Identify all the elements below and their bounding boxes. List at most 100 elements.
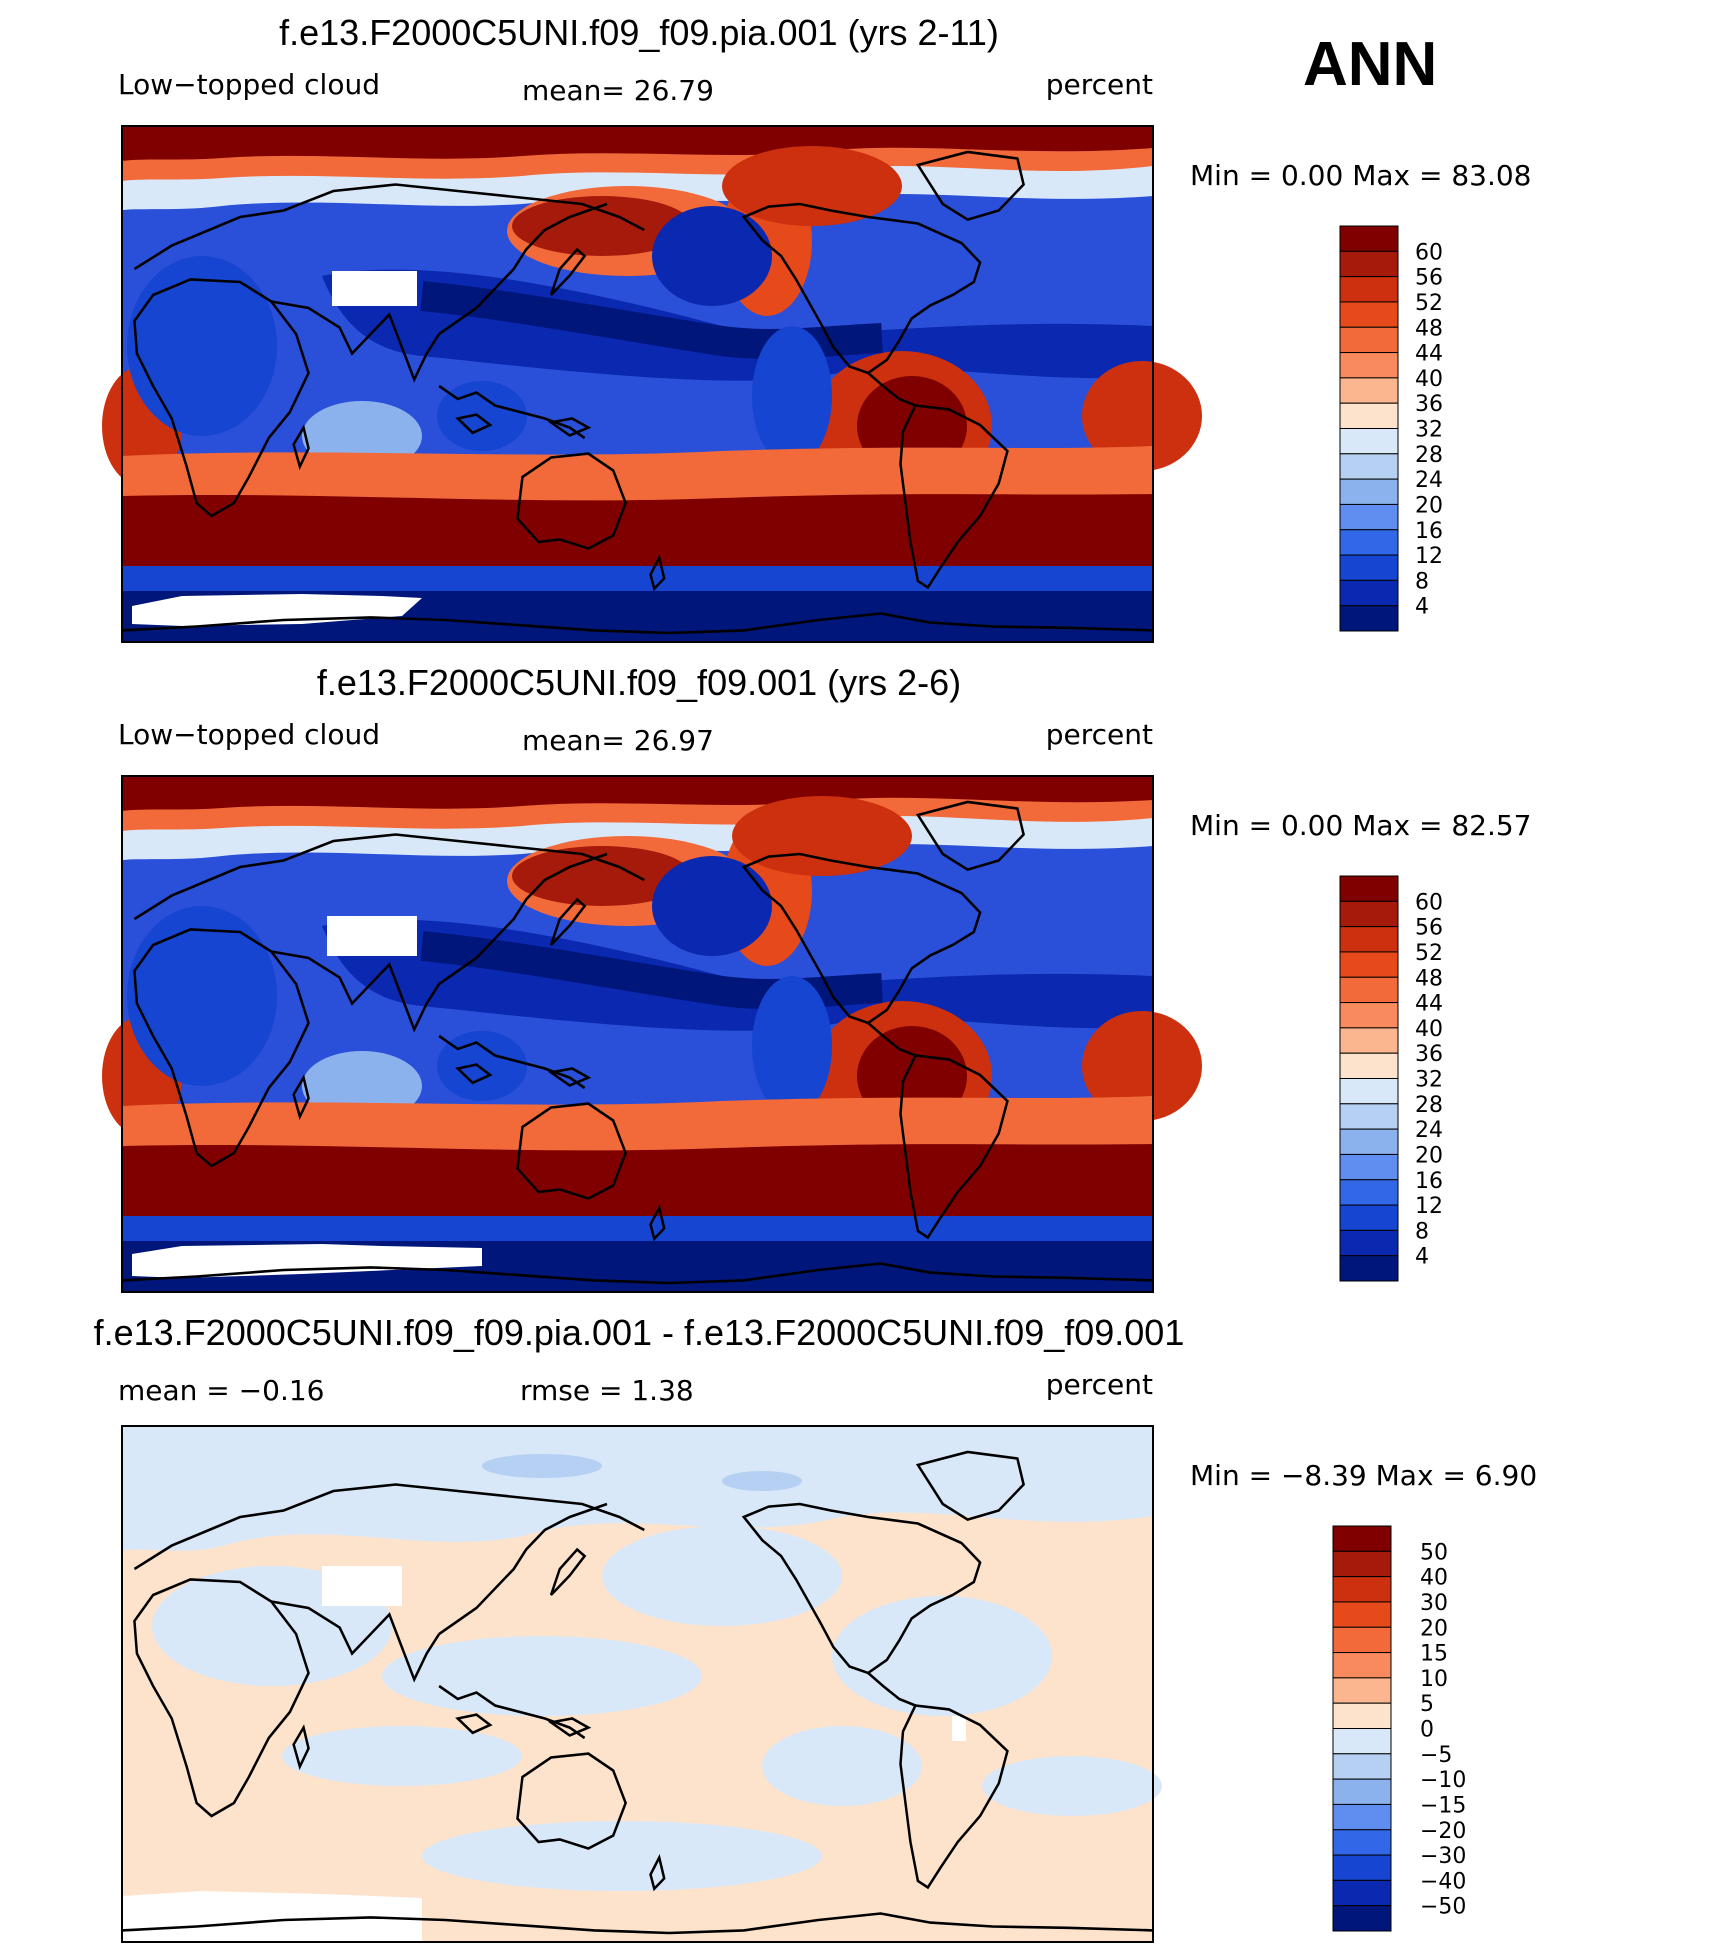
colorbar-swatch: [1339, 1229, 1399, 1257]
colorbar-tick-label: 48: [1415, 966, 1443, 991]
colorbar-swatch: [1332, 1905, 1392, 1932]
colorbar-swatch: [1339, 1027, 1399, 1054]
colorbar-tick-label: 30: [1420, 1591, 1448, 1616]
colorbar-tick-label: 50: [1420, 1540, 1448, 1565]
colorbar-tick-label: 52: [1415, 291, 1443, 316]
colorbar-tick-label: 44: [1415, 342, 1443, 367]
colorbar-tick-label: 40: [1420, 1566, 1448, 1591]
colorbar-swatch: [1332, 1879, 1392, 1907]
colorbar-swatch: [1332, 1525, 1392, 1552]
colorbar-swatch: [1332, 1778, 1392, 1805]
panel-3: f.e13.F2000C5UNI.f09_f09.pia.001 - f.e13…: [94, 1312, 1537, 1943]
colorbar-swatch: [1339, 428, 1399, 455]
colorbar-tick-label: 44: [1415, 992, 1443, 1017]
colorbar-tick-label: 20: [1420, 1616, 1448, 1641]
colorbar-swatch: [1339, 1128, 1399, 1155]
panel-2-mean: mean= 26.97: [522, 724, 714, 757]
colorbar-swatch: [1339, 1052, 1399, 1079]
colorbar-swatch: [1339, 1153, 1399, 1181]
colorbar-swatch: [1332, 1652, 1392, 1679]
colorbar-tick-label: 24: [1415, 468, 1443, 493]
season-label: ANN: [1303, 30, 1437, 99]
panel-3-title: f.e13.F2000C5UNI.f09_f09.pia.001 - f.e13…: [94, 1312, 1185, 1353]
colorbar-tick-label: 40: [1415, 1017, 1443, 1042]
panel-1-units: percent: [1046, 68, 1153, 101]
panel-2-variable: Low−topped cloud: [118, 718, 380, 751]
colorbar-tick-label: −40: [1420, 1869, 1466, 1894]
colorbar-swatch: [1332, 1753, 1392, 1780]
colorbar-tick-label: 12: [1415, 1194, 1443, 1219]
colorbar-tick-label: −30: [1420, 1844, 1466, 1869]
panel-2-minmax: Min = 0.00 Max = 82.57: [1190, 809, 1532, 842]
colorbar-tick-label: 15: [1420, 1642, 1448, 1667]
colorbar-tick-label: 36: [1415, 392, 1443, 417]
colorbar-swatch: [1332, 1550, 1392, 1578]
colorbar-swatch: [1339, 951, 1399, 978]
colorbar-swatch: [1339, 301, 1399, 328]
colorbar-tick-label: 24: [1415, 1118, 1443, 1143]
panel-3-mean: mean = −0.16: [118, 1374, 324, 1407]
colorbar-swatch: [1332, 1829, 1392, 1856]
colorbar-swatch: [1339, 1179, 1399, 1206]
panel-1-map: [102, 125, 1202, 643]
colorbar-tick-label: 56: [1415, 266, 1443, 291]
colorbar-tick-label: 32: [1415, 418, 1443, 443]
colorbar-tick-label: 16: [1415, 519, 1443, 544]
panel-1: f.e13.F2000C5UNI.f09_f09.pia.001 (yrs 2-…: [102, 12, 1532, 643]
colorbar-tick-label: 48: [1415, 316, 1443, 341]
panel-3-minmax: Min = −8.39 Max = 6.90: [1190, 1459, 1537, 1492]
colorbar-swatch: [1339, 1255, 1399, 1282]
colorbar-swatch: [1339, 503, 1399, 531]
colorbar-swatch: [1339, 1103, 1399, 1130]
colorbar-swatch: [1339, 605, 1399, 632]
colorbar-swatch: [1339, 554, 1399, 581]
panel-1-title: f.e13.F2000C5UNI.f09_f09.pia.001 (yrs 2-…: [279, 12, 999, 53]
colorbar-swatch: [1339, 352, 1399, 379]
colorbar-swatch: [1339, 250, 1399, 278]
colorbar-swatch: [1332, 1601, 1392, 1628]
colorbar-swatch: [1332, 1677, 1392, 1704]
colorbar-tick-label: 0: [1420, 1718, 1434, 1743]
colorbar-tick-label: −5: [1420, 1743, 1452, 1768]
colorbar-tick-label: 60: [1415, 890, 1443, 915]
colorbar-tick-label: 4: [1415, 595, 1429, 620]
colorbar-tick-label: 52: [1415, 941, 1443, 966]
colorbar-tick-label: 12: [1415, 544, 1443, 569]
colorbar-swatch: [1332, 1854, 1392, 1881]
colorbar-swatch: [1339, 276, 1399, 303]
colorbar-swatch: [1339, 326, 1399, 354]
colorbar-swatch: [1339, 875, 1399, 902]
colorbar-swatch: [1332, 1728, 1392, 1755]
panel-1-minmax: Min = 0.00 Max = 83.08: [1190, 159, 1532, 192]
panel-3-rmse: rmse = 1.38: [520, 1374, 694, 1407]
colorbar-swatch: [1339, 579, 1399, 607]
panel-2-units: percent: [1046, 718, 1153, 751]
panel-1-variable: Low−topped cloud: [118, 68, 380, 101]
colorbar-swatch: [1339, 529, 1399, 556]
panel-2: f.e13.F2000C5UNI.f09_f09.001 (yrs 2-6) L…: [102, 662, 1532, 1293]
colorbar-tick-label: −15: [1420, 1793, 1466, 1818]
colorbar-swatch: [1339, 478, 1399, 505]
panel-3-map: [120, 1425, 1162, 1943]
colorbar-swatch: [1339, 1002, 1399, 1029]
colorbar-tick-label: 8: [1415, 1219, 1429, 1244]
colorbar-swatch: [1339, 1078, 1399, 1105]
panel-2-map: [102, 775, 1202, 1293]
colorbar-tick-label: 5: [1420, 1692, 1434, 1717]
colorbar-swatch: [1339, 377, 1399, 404]
colorbar-swatch: [1339, 976, 1399, 1004]
colorbar-swatch: [1332, 1626, 1392, 1654]
colorbar-tick-label: 36: [1415, 1042, 1443, 1067]
colorbar-tick-label: 32: [1415, 1068, 1443, 1093]
panel-3-units: percent: [1046, 1368, 1153, 1401]
colorbar-tick-label: −10: [1420, 1768, 1466, 1793]
colorbar-swatch: [1332, 1702, 1392, 1729]
colorbar-tick-label: 28: [1415, 443, 1443, 468]
colorbar-swatch: [1339, 402, 1399, 429]
colorbar-tick-label: 8: [1415, 569, 1429, 594]
colorbar-swatch: [1339, 1204, 1399, 1231]
colorbar-tick-label: 20: [1415, 493, 1443, 518]
